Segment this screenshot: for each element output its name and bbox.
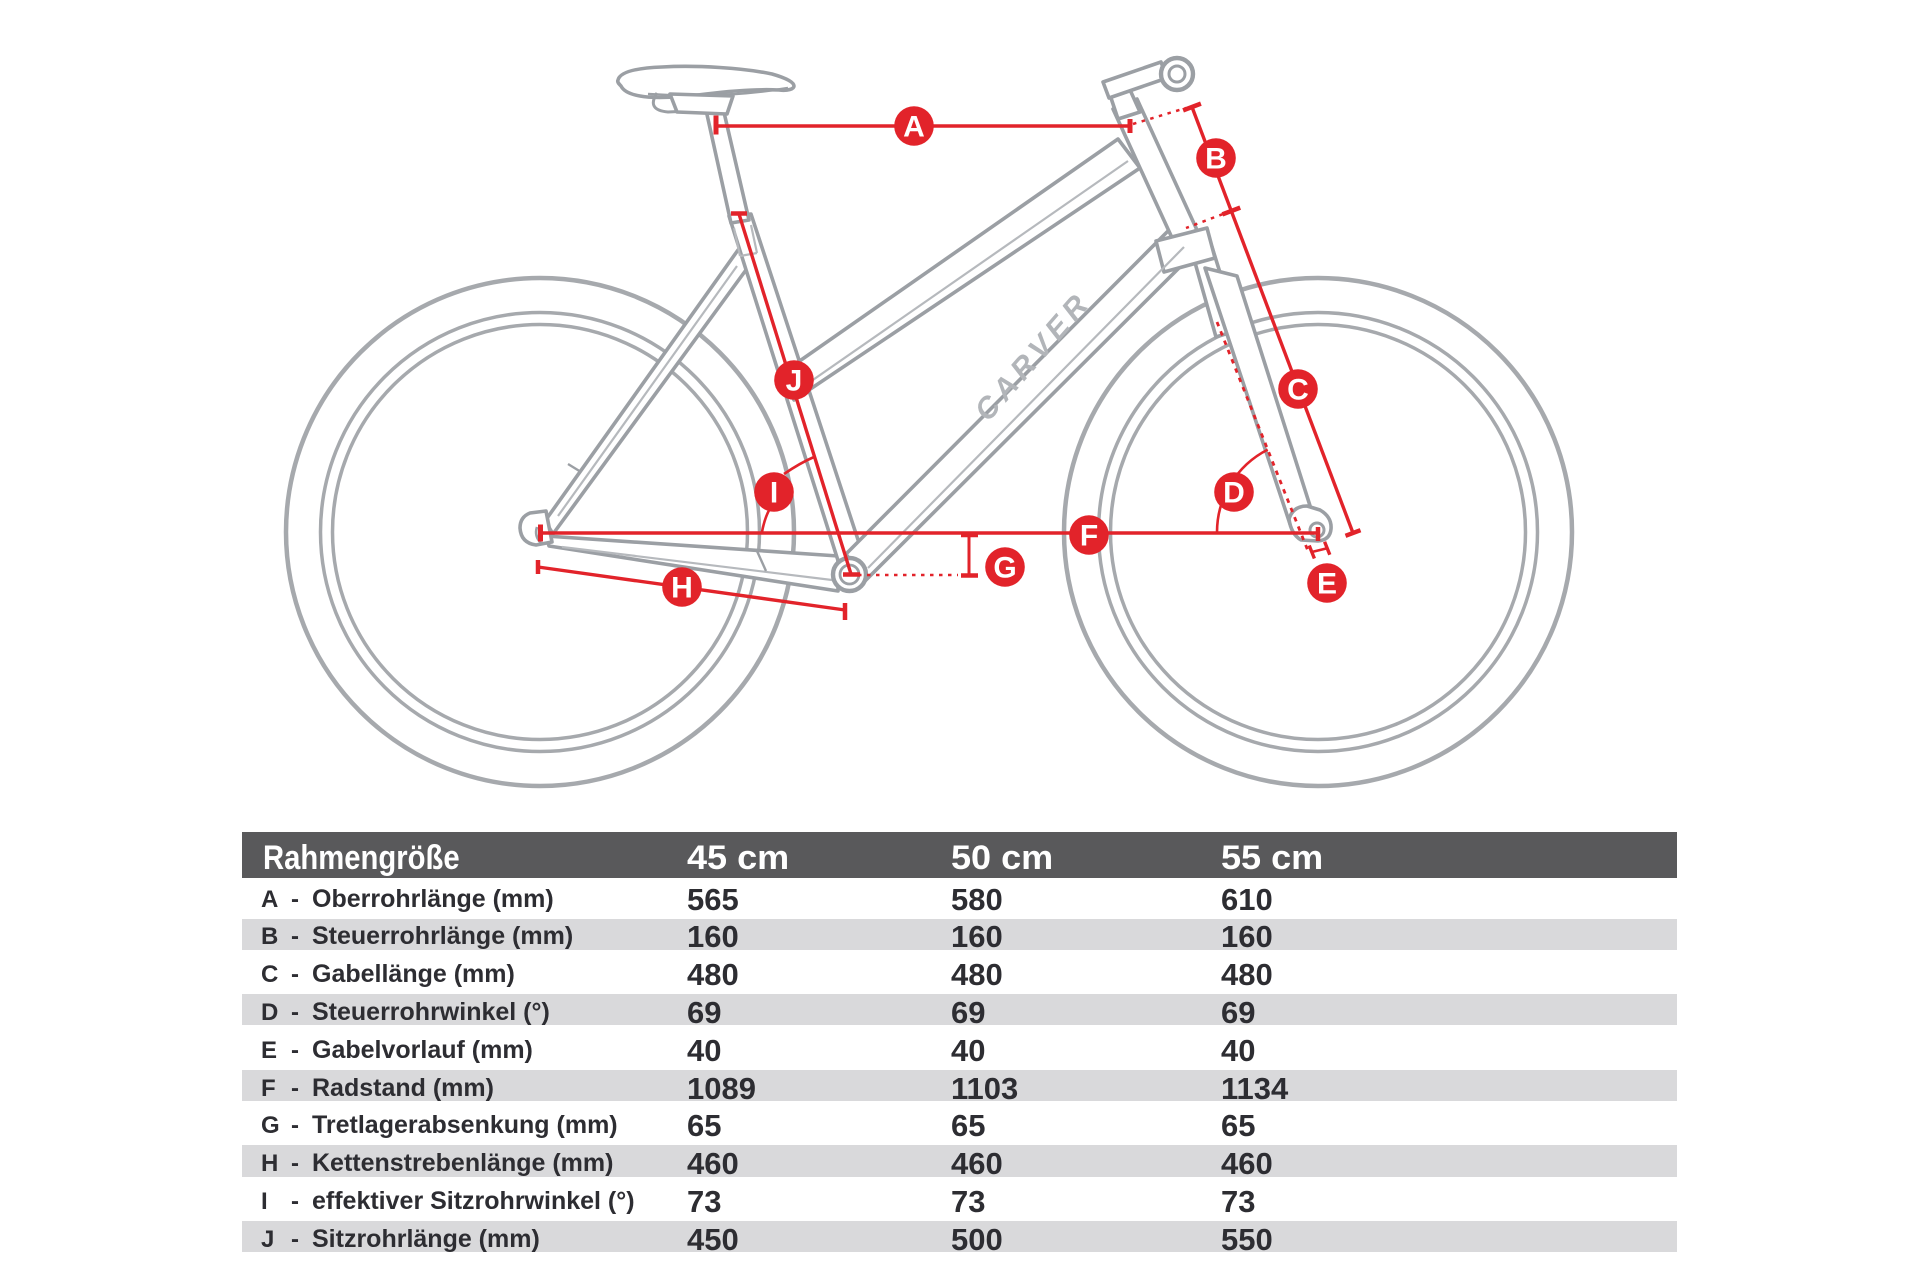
svg-text:H: H — [671, 572, 693, 605]
svg-text:D: D — [1223, 477, 1245, 510]
svg-text:E: E — [1317, 568, 1337, 601]
svg-text:A: A — [903, 111, 925, 144]
svg-text:I: I — [770, 477, 778, 510]
svg-text:G: G — [993, 552, 1016, 585]
svg-text:F: F — [1080, 520, 1098, 553]
svg-text:J: J — [786, 365, 803, 398]
svg-text:B: B — [1205, 143, 1227, 176]
svg-text:C: C — [1287, 374, 1309, 407]
